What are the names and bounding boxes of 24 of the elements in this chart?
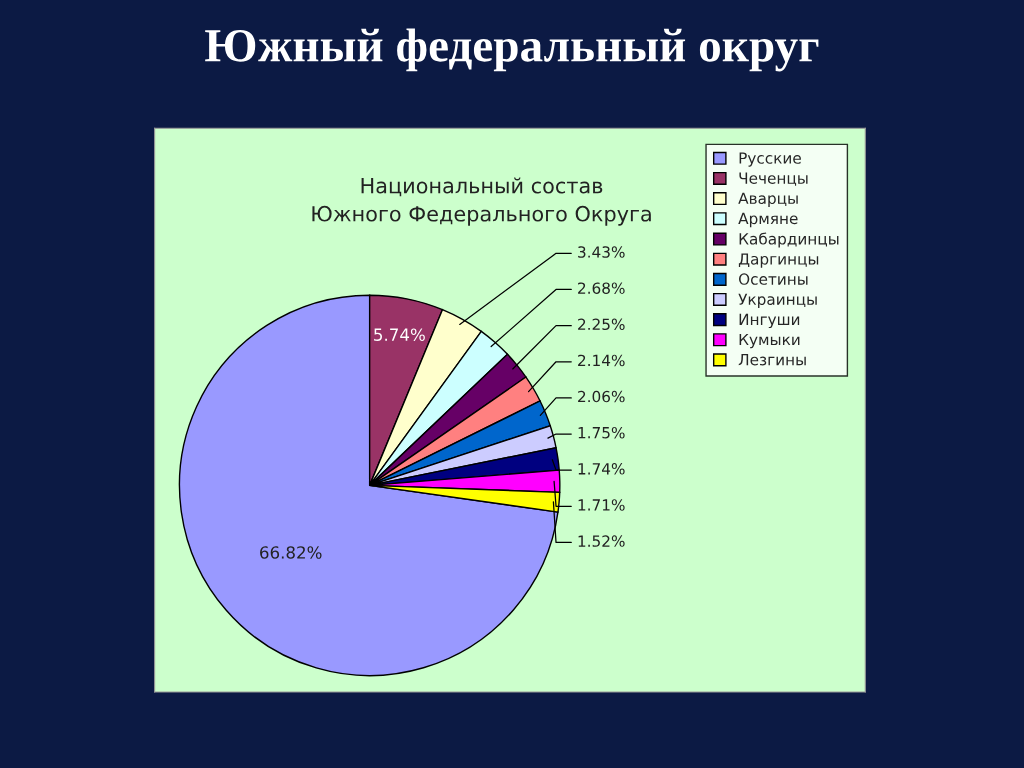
data-label: 1.71% [578, 499, 625, 511]
legend-label: Даргинцы [738, 253, 819, 268]
data-label: 3.43% [578, 246, 625, 258]
legend-label: Армяне [738, 212, 798, 228]
legend-label: Кумыки [739, 333, 800, 349]
data-label: 2.14% [578, 354, 625, 367]
legend-label: Украинцы [738, 293, 817, 308]
legend-label: Осетины [738, 273, 808, 285]
text: Национальный состав Южного Федерального Округа [312, 177, 651, 226]
data-label: 1.74% [578, 463, 625, 475]
legend-label: Лезгины [738, 354, 806, 366]
data-label: 66.82% [260, 546, 322, 559]
legend-label: Чеченцы [739, 172, 808, 186]
data-label: 1.75% [578, 426, 625, 439]
data-label: 2.06% [578, 390, 625, 403]
data-label: 2.68% [578, 282, 625, 294]
data-label: 1.52% [578, 535, 625, 547]
data-label: 2.25% [578, 318, 625, 331]
data-label: 5.74% [374, 328, 425, 341]
legend-label: Ингуши [739, 313, 800, 329]
legend-label: Русские [739, 152, 801, 167]
legend-label: Аварцы [738, 192, 798, 208]
legend-label: Кабардинцы [739, 232, 839, 248]
chart-title: Южный федеральный округ [205, 28, 819, 72]
